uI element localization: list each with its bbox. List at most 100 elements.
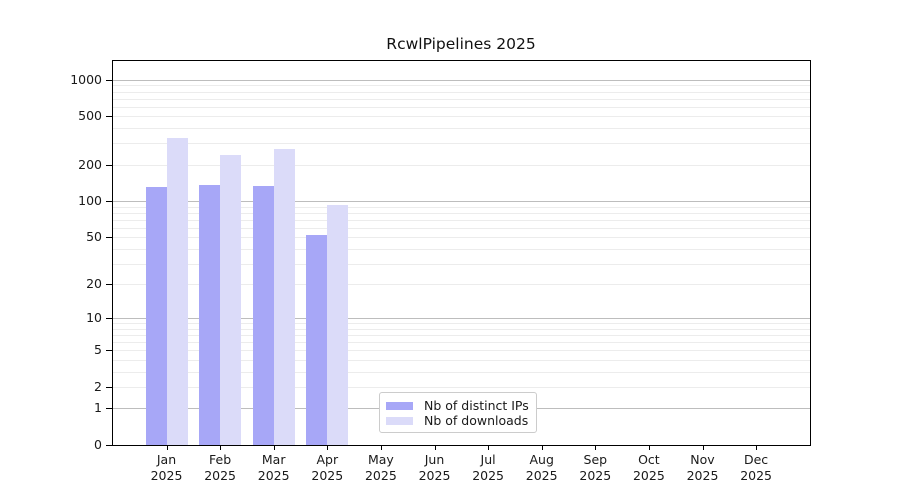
- y-tick-mark: [106, 284, 112, 286]
- x-tick-month: Sep: [583, 452, 608, 467]
- y-tick-mark: [106, 445, 112, 446]
- bar-downloads-jan: [166, 137, 188, 445]
- gridline-minor: [113, 342, 810, 344]
- x-tick-mark: [756, 446, 758, 450]
- y-tick-label: 20: [86, 276, 102, 292]
- gridline-minor: [113, 164, 810, 166]
- x-tick-mark: [327, 446, 329, 450]
- x-tick-year: 2025: [257, 468, 290, 483]
- gridline-major: [113, 79, 810, 81]
- y-tick-mark: [106, 164, 112, 166]
- legend-row: Nb of downloads: [386, 413, 529, 428]
- x-tick-month: Aug: [529, 452, 554, 467]
- gridline-minor: [113, 128, 810, 130]
- y-tick-label: 5: [94, 342, 102, 358]
- x-tick-year: 2025: [204, 468, 236, 483]
- gridline-major: [113, 201, 810, 203]
- legend-swatch-downloads: [386, 416, 413, 425]
- gridline-minor: [113, 219, 810, 221]
- gridline-minor: [113, 98, 810, 100]
- x-tick-label-apr: Apr 2025: [299, 452, 355, 484]
- x-tick-mark: [702, 446, 704, 450]
- x-tick-year: 2025: [150, 468, 183, 483]
- gridline-minor: [113, 212, 810, 214]
- x-tick-label-may: May 2025: [353, 452, 409, 484]
- bar-downloads-feb: [220, 155, 242, 445]
- x-tick-year: 2025: [740, 468, 772, 483]
- bar-downloads-mar: [273, 148, 295, 445]
- x-tick-mark: [166, 446, 168, 450]
- gridline-minor: [113, 116, 810, 118]
- x-tick-label-jul: Jul 2025: [460, 452, 516, 484]
- x-tick-year: 2025: [632, 468, 665, 483]
- x-tick-month: Nov: [690, 452, 715, 467]
- x-tick-label-aug: Aug 2025: [514, 452, 570, 484]
- y-tick-label: 100: [78, 193, 102, 209]
- gridline-minor: [113, 91, 810, 93]
- x-tick-month: Oct: [638, 452, 660, 467]
- bar-distinct-ips-jan: [145, 187, 167, 445]
- bar-distinct-ips-feb: [199, 185, 221, 445]
- y-tick-mark: [106, 318, 112, 320]
- y-tick-mark: [106, 386, 112, 388]
- gridline-minor: [113, 227, 810, 229]
- gridline-minor: [113, 237, 810, 239]
- y-tick-label: 50: [86, 229, 102, 245]
- y-tick-label: 200: [78, 156, 102, 172]
- x-tick-mark: [434, 446, 436, 450]
- gridline-minor: [113, 350, 810, 352]
- chart-title: RcwlPipelines 2025: [386, 35, 536, 53]
- y-tick-mark: [106, 116, 112, 118]
- x-tick-month: Jun: [424, 452, 445, 467]
- bar-downloads-apr: [327, 204, 349, 445]
- x-tick-mark: [380, 446, 382, 450]
- y-tick-label: 2: [94, 378, 102, 394]
- legend-swatch-distinct-ips: [386, 401, 413, 410]
- x-tick-year: 2025: [525, 468, 558, 483]
- plot-area: [112, 60, 811, 446]
- legend-row: Nb of distinct IPs: [386, 398, 529, 413]
- x-tick-year: 2025: [364, 468, 397, 483]
- x-tick-label-oct: Oct 2025: [621, 452, 677, 484]
- gridline-minor: [113, 206, 810, 208]
- legend-label: Nb of distinct IPs: [424, 398, 529, 413]
- gridline-minor: [113, 143, 810, 145]
- x-tick-year: 2025: [418, 468, 451, 483]
- bar-distinct-ips-mar: [252, 185, 274, 445]
- y-tick-mark: [106, 201, 112, 203]
- x-tick-mark: [488, 446, 490, 450]
- x-tick-month: Mar: [261, 452, 286, 467]
- x-tick-mark: [648, 446, 650, 450]
- x-tick-month: Apr: [316, 452, 339, 467]
- y-tick-mark: [106, 237, 112, 239]
- x-tick-month: Jan: [156, 452, 177, 467]
- y-tick-label: 0: [94, 437, 102, 452]
- x-tick-month: Feb: [209, 452, 232, 467]
- x-tick-label-nov: Nov 2025: [675, 452, 731, 484]
- x-tick-label-mar: Mar 2025: [246, 452, 302, 484]
- x-tick-month: May: [367, 452, 394, 467]
- x-tick-month: Jul: [480, 452, 496, 467]
- gridline-minor: [113, 328, 810, 330]
- gridline-minor: [113, 85, 810, 87]
- x-tick-year: 2025: [311, 468, 344, 483]
- gridline-major: [113, 318, 810, 320]
- gridline-minor: [113, 323, 810, 325]
- x-tick-label-jun: Jun 2025: [407, 452, 463, 484]
- x-tick-mark: [220, 446, 222, 450]
- x-tick-label-jan: Jan 2025: [139, 452, 195, 484]
- x-tick-mark: [541, 446, 543, 450]
- y-tick-label: 10: [86, 310, 102, 326]
- gridline-minor: [113, 335, 810, 337]
- legend: Nb of distinct IPs Nb of downloads: [379, 392, 537, 433]
- gridline-minor: [113, 248, 810, 250]
- gridline-minor: [113, 106, 810, 108]
- x-tick-label-feb: Feb 2025: [192, 452, 248, 484]
- x-tick-year: 2025: [579, 468, 612, 483]
- x-tick-mark: [595, 446, 597, 450]
- x-tick-year: 2025: [686, 468, 719, 483]
- y-tick-mark: [106, 408, 112, 410]
- y-tick-label: 500: [78, 108, 102, 124]
- gridline-minor: [113, 386, 810, 388]
